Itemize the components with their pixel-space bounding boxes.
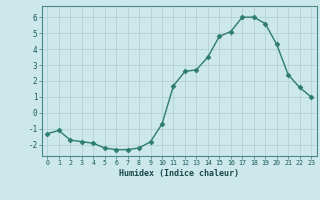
X-axis label: Humidex (Indice chaleur): Humidex (Indice chaleur) bbox=[119, 169, 239, 178]
